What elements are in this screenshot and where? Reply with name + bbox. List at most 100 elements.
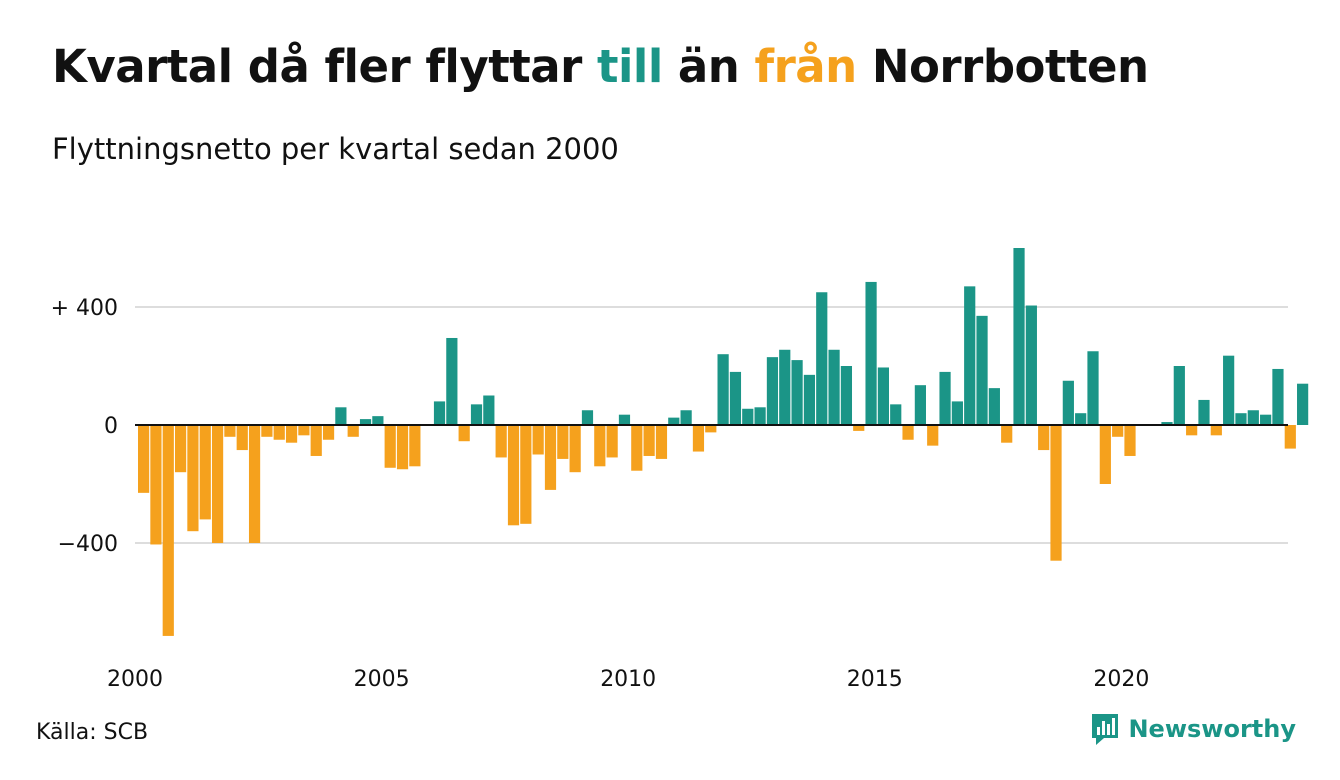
bar bbox=[705, 425, 717, 433]
bar bbox=[976, 315, 988, 425]
bar bbox=[729, 371, 742, 425]
bar bbox=[655, 425, 668, 459]
bar bbox=[248, 425, 261, 543]
bar bbox=[927, 425, 939, 446]
bar bbox=[359, 419, 372, 425]
bar bbox=[1099, 425, 1111, 484]
bar bbox=[668, 417, 680, 426]
bar bbox=[865, 281, 877, 425]
bar bbox=[520, 425, 532, 524]
bar bbox=[162, 425, 174, 636]
y-axis-ticks: + 400 0 −400 bbox=[51, 296, 118, 557]
bar bbox=[1087, 351, 1099, 425]
y-tick-label: 0 bbox=[104, 414, 118, 439]
bar bbox=[1260, 414, 1272, 425]
bar bbox=[779, 349, 791, 425]
x-tick-label: 2015 bbox=[847, 667, 903, 692]
bar bbox=[594, 425, 606, 467]
bar bbox=[754, 407, 766, 425]
bar bbox=[409, 425, 421, 467]
x-tick-label: 2005 bbox=[354, 667, 410, 692]
chart-subtitle: Flyttningsnetto per kvartal sedan 2000 bbox=[52, 132, 619, 166]
x-tick-label: 2000 bbox=[107, 667, 163, 692]
source-note: Källa: SCB bbox=[36, 720, 149, 745]
bar bbox=[1025, 305, 1037, 425]
bar bbox=[1062, 380, 1074, 425]
bar bbox=[643, 425, 655, 456]
bar bbox=[273, 425, 285, 440]
bar bbox=[174, 425, 187, 473]
bar bbox=[384, 425, 396, 468]
bar bbox=[1235, 413, 1247, 425]
bar bbox=[298, 425, 310, 436]
bar bbox=[1161, 422, 1173, 425]
bar bbox=[581, 410, 594, 425]
bar bbox=[1284, 425, 1296, 449]
bar bbox=[939, 371, 951, 425]
bar bbox=[372, 416, 384, 425]
bar bbox=[532, 425, 544, 455]
bar bbox=[495, 425, 507, 458]
bar bbox=[717, 354, 729, 425]
bar bbox=[470, 404, 483, 425]
gridlines bbox=[135, 306, 1288, 544]
title-word-in: till bbox=[596, 40, 663, 93]
bar bbox=[507, 425, 520, 526]
bar bbox=[150, 425, 162, 545]
newsworthy-logo-icon bbox=[1092, 714, 1119, 745]
bar bbox=[1124, 425, 1136, 456]
bar bbox=[557, 425, 569, 459]
bar bbox=[138, 425, 150, 493]
bar bbox=[951, 401, 963, 425]
bar bbox=[1050, 425, 1062, 561]
bar bbox=[606, 425, 618, 458]
bar bbox=[914, 385, 926, 425]
bar bbox=[816, 292, 828, 425]
bar bbox=[890, 404, 902, 425]
bar bbox=[631, 425, 643, 471]
bar bbox=[1075, 413, 1087, 425]
bar bbox=[1198, 399, 1210, 425]
bar bbox=[446, 337, 458, 425]
bar bbox=[1186, 425, 1198, 436]
bar bbox=[261, 425, 273, 437]
bar-chart: + 400 0 −400 2000 2005 2010 2015 2020 bbox=[51, 248, 1309, 692]
bar bbox=[544, 425, 557, 490]
bar bbox=[803, 374, 816, 425]
x-axis-ticks: 2000 2005 2010 2015 2020 bbox=[107, 667, 1149, 692]
bar bbox=[742, 408, 754, 425]
y-tick-label: −400 bbox=[58, 532, 118, 557]
bar bbox=[1272, 368, 1284, 425]
bar bbox=[1297, 383, 1309, 425]
bar bbox=[236, 425, 248, 451]
bar bbox=[1038, 425, 1050, 451]
bar bbox=[964, 286, 976, 425]
bar bbox=[1001, 425, 1013, 443]
bar bbox=[569, 425, 581, 473]
bar bbox=[988, 388, 1000, 426]
bar bbox=[187, 425, 199, 532]
bar bbox=[853, 425, 865, 431]
bar bbox=[433, 401, 446, 425]
bar bbox=[1112, 425, 1124, 437]
bar bbox=[840, 366, 853, 425]
bar bbox=[310, 425, 322, 456]
bar bbox=[1173, 366, 1185, 425]
bar bbox=[1223, 355, 1235, 426]
bar bbox=[766, 357, 779, 425]
x-tick-label: 2010 bbox=[600, 667, 656, 692]
bar bbox=[347, 425, 359, 437]
title-word-out: från bbox=[754, 40, 858, 93]
chart-title: Kvartal då fler flyttar till än från Nor… bbox=[52, 40, 1149, 93]
bar bbox=[396, 425, 409, 470]
bar bbox=[877, 367, 889, 425]
bar bbox=[791, 360, 803, 425]
bar bbox=[618, 414, 631, 425]
bar bbox=[902, 425, 914, 440]
bar bbox=[199, 425, 211, 520]
bars bbox=[138, 248, 1309, 636]
bar bbox=[1210, 425, 1222, 436]
brand: Newsworthy bbox=[1090, 712, 1296, 746]
bar bbox=[458, 425, 470, 442]
bar bbox=[1247, 410, 1259, 425]
